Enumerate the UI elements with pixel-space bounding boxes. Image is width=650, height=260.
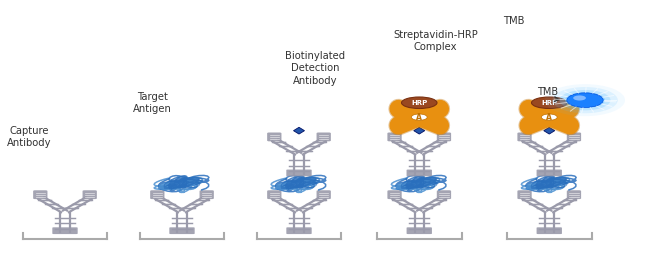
FancyBboxPatch shape (267, 133, 281, 141)
Ellipse shape (532, 97, 567, 108)
FancyBboxPatch shape (317, 133, 331, 141)
FancyBboxPatch shape (387, 190, 402, 199)
Circle shape (567, 93, 603, 107)
Circle shape (560, 90, 610, 110)
FancyBboxPatch shape (437, 133, 451, 141)
FancyBboxPatch shape (537, 227, 562, 234)
Circle shape (565, 92, 605, 108)
Circle shape (545, 84, 625, 116)
FancyBboxPatch shape (517, 190, 532, 199)
FancyBboxPatch shape (387, 133, 402, 141)
Text: Streptavidin-HRP
Complex: Streptavidin-HRP Complex (393, 30, 478, 52)
FancyBboxPatch shape (52, 227, 78, 234)
Text: A: A (416, 113, 422, 122)
FancyBboxPatch shape (200, 190, 214, 199)
Circle shape (541, 114, 557, 120)
Text: TMB: TMB (502, 16, 525, 26)
Circle shape (411, 114, 427, 120)
Text: A: A (546, 113, 552, 122)
Text: Target
Antigen: Target Antigen (133, 92, 172, 114)
FancyBboxPatch shape (567, 133, 581, 141)
FancyBboxPatch shape (267, 190, 281, 199)
FancyBboxPatch shape (169, 227, 195, 234)
FancyBboxPatch shape (437, 190, 451, 199)
FancyBboxPatch shape (33, 190, 47, 199)
Polygon shape (414, 127, 424, 134)
FancyBboxPatch shape (407, 227, 432, 234)
FancyBboxPatch shape (83, 190, 97, 199)
Ellipse shape (402, 97, 437, 108)
FancyBboxPatch shape (567, 190, 581, 199)
Text: Capture
Antibody: Capture Antibody (7, 126, 51, 148)
FancyBboxPatch shape (537, 170, 562, 176)
Text: HRP: HRP (411, 100, 428, 106)
Text: TMB: TMB (538, 87, 558, 97)
Circle shape (552, 87, 618, 113)
FancyBboxPatch shape (317, 190, 331, 199)
FancyBboxPatch shape (286, 170, 312, 176)
Circle shape (573, 95, 586, 101)
FancyBboxPatch shape (517, 133, 532, 141)
Polygon shape (294, 127, 304, 134)
Text: HRP: HRP (541, 100, 558, 106)
FancyBboxPatch shape (286, 227, 312, 234)
FancyBboxPatch shape (407, 170, 432, 176)
FancyBboxPatch shape (150, 190, 164, 199)
Polygon shape (544, 127, 554, 134)
Text: Biotinylated
Detection
Antibody: Biotinylated Detection Antibody (285, 51, 345, 86)
